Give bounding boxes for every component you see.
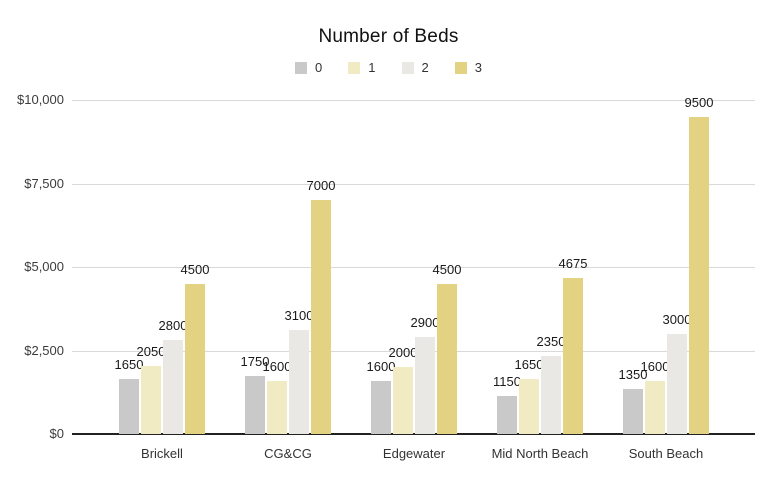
legend-swatch bbox=[454, 61, 467, 74]
bar-series-2-brickell bbox=[163, 340, 183, 434]
bar-series-0-mid-north-beach bbox=[497, 395, 517, 434]
legend-swatch bbox=[348, 61, 361, 74]
data-label: 9500 bbox=[684, 94, 714, 110]
bar-series-2-edgewater bbox=[415, 337, 435, 434]
bar-series-0-south-beach bbox=[623, 388, 643, 434]
legend-label: 0 bbox=[315, 60, 323, 75]
bar-series-1-south-beach bbox=[645, 380, 665, 434]
bar-series-0-edgewater bbox=[371, 380, 391, 434]
bar-series-1-mid-north-beach bbox=[519, 378, 539, 434]
x-category-label: Brickell bbox=[141, 446, 183, 461]
data-label: 1650 bbox=[514, 356, 544, 372]
bar-series-3-brickell bbox=[185, 283, 205, 434]
chart-title: Number of Beds bbox=[318, 26, 459, 47]
x-category-label: South Beach bbox=[628, 446, 704, 461]
gridline bbox=[72, 183, 755, 185]
bar-series-0-cg-cg bbox=[245, 375, 265, 434]
bar-series-0-brickell bbox=[119, 378, 139, 434]
data-label: 4675 bbox=[558, 255, 588, 271]
data-label: 1750 bbox=[240, 353, 270, 369]
legend-item-3: 3 bbox=[454, 60, 482, 75]
x-category-label: Edgewater bbox=[382, 446, 446, 461]
bar-series-2-south-beach bbox=[667, 333, 687, 434]
bar-series-1-edgewater bbox=[393, 367, 413, 434]
data-label: 1600 bbox=[366, 358, 396, 374]
data-label: 2800 bbox=[158, 318, 188, 334]
gridline bbox=[72, 350, 755, 352]
data-label: 1600 bbox=[640, 358, 670, 374]
x-category-label: CG&CG bbox=[264, 446, 312, 461]
y-tick-label: $7,500 bbox=[24, 175, 64, 191]
legend-swatch bbox=[295, 61, 308, 74]
data-label: 2050 bbox=[136, 343, 166, 359]
y-tick-label: $5,000 bbox=[24, 259, 64, 274]
legend-label: 1 bbox=[368, 60, 376, 75]
bar-series-3-edgewater bbox=[437, 283, 457, 434]
bar-series-1-cg-cg bbox=[267, 380, 287, 434]
data-label: 7000 bbox=[306, 178, 336, 194]
data-label: 3100 bbox=[284, 308, 314, 324]
data-label: 2350 bbox=[536, 333, 566, 349]
bar-series-3-mid-north-beach bbox=[563, 277, 583, 434]
data-label: 4500 bbox=[180, 261, 210, 277]
gridline bbox=[72, 267, 755, 268]
y-tick-label: $2,500 bbox=[24, 342, 64, 358]
y-tick-label: $0 bbox=[49, 426, 64, 441]
data-label: 1350 bbox=[618, 366, 648, 382]
legend-label: 3 bbox=[474, 60, 482, 75]
data-label: 2900 bbox=[410, 315, 440, 331]
bar-series-1-brickell bbox=[141, 365, 161, 434]
legend-item-2: 2 bbox=[401, 60, 429, 75]
legend-item-0: 0 bbox=[295, 60, 322, 75]
data-label: 1150 bbox=[493, 373, 521, 389]
bar-series-2-cg-cg bbox=[289, 330, 309, 434]
legend-swatch bbox=[401, 61, 414, 74]
bar-series-3-cg-cg bbox=[311, 200, 331, 434]
bar-series-2-mid-north-beach bbox=[541, 355, 561, 434]
data-label: 2000 bbox=[388, 345, 418, 361]
data-label: 1650 bbox=[114, 356, 144, 372]
legend-label: 2 bbox=[421, 60, 429, 75]
legend-item-1: 1 bbox=[348, 60, 376, 75]
bar-series-3-south-beach bbox=[689, 116, 709, 434]
gridline bbox=[72, 100, 755, 101]
chart-legend: 0 1 2 3 bbox=[0, 60, 777, 75]
data-label: 4500 bbox=[432, 261, 462, 277]
x-axis-line bbox=[72, 433, 755, 435]
data-label: 1600 bbox=[262, 358, 292, 374]
x-category-label: Mid North Beach bbox=[491, 446, 589, 461]
data-label: 3000 bbox=[662, 311, 692, 327]
y-tick-label: $10,000 bbox=[17, 92, 64, 107]
